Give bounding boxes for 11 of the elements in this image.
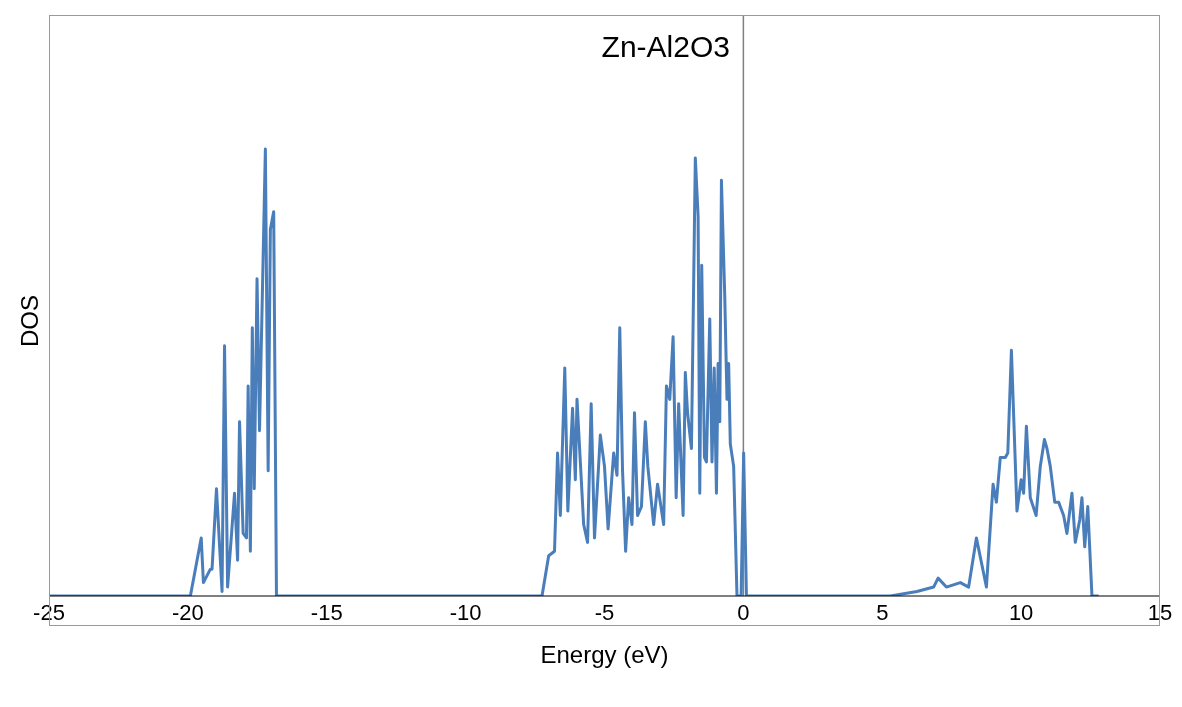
- x-tick-label: 15: [1147, 599, 1173, 625]
- chart-title: Zn-Al2O3: [600, 30, 730, 64]
- x-tick-label: 10: [1008, 599, 1034, 625]
- x-tick-label: -5: [594, 599, 615, 625]
- x-tick-label: -10: [449, 599, 482, 625]
- x-tick-label: 0: [737, 599, 750, 625]
- x-tick-label: -20: [171, 599, 204, 625]
- y-axis-title: DOS: [15, 293, 44, 349]
- x-axis-title: Energy (eV): [540, 641, 669, 669]
- x-tick-label: 5: [876, 599, 889, 625]
- x-tick-label: -15: [310, 599, 343, 625]
